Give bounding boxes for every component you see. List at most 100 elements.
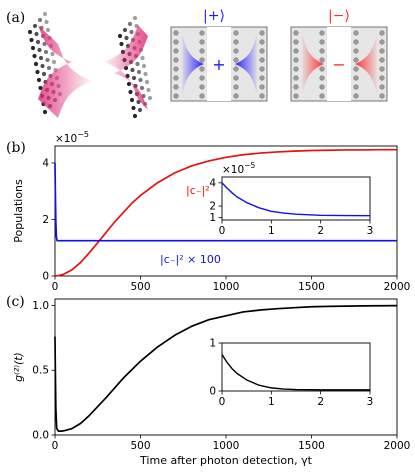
atom-dot — [199, 84, 205, 90]
atom-dot — [293, 48, 299, 54]
x-tick-label: 2000 — [384, 440, 411, 452]
x-tick-label: 2000 — [384, 281, 411, 293]
atom-dot — [379, 39, 385, 45]
atom-dot — [35, 39, 41, 45]
pink-wavepacket-right — [104, 25, 148, 110]
atom-dot — [136, 99, 141, 105]
atom-dot — [38, 55, 44, 61]
atom-dot — [173, 39, 179, 45]
atom-dot — [293, 93, 299, 99]
series-line — [54, 162, 397, 242]
atom-dot — [34, 31, 39, 37]
inset-frame — [221, 342, 371, 392]
series-label-blue: |c₋|² × 100 — [160, 253, 221, 266]
y-tick-label: 0.0 — [32, 430, 49, 442]
atom-dot — [45, 27, 51, 33]
y-scale-exponent: −5 — [77, 130, 89, 139]
atom-dot — [319, 30, 325, 36]
atom-dot — [147, 95, 153, 101]
atom-dot — [127, 21, 133, 27]
atom-dot — [30, 45, 36, 51]
atom-dot — [233, 84, 239, 90]
y-tick-label: 1 — [209, 338, 216, 350]
inset-frame — [221, 176, 371, 221]
atom-dot — [259, 57, 265, 63]
series-line — [54, 148, 397, 277]
x-tick-label: 0 — [219, 225, 226, 237]
y-tick-label: 4 — [209, 177, 216, 189]
atom-dot — [353, 57, 359, 63]
series-line — [54, 304, 398, 432]
atom-dot — [139, 85, 145, 91]
atom-dot — [379, 93, 385, 99]
atom-dot — [46, 65, 52, 71]
atom-dot — [319, 84, 325, 90]
atom-dot — [173, 93, 179, 99]
atom-dot — [42, 41, 47, 47]
series-line — [221, 354, 370, 391]
atom-dot — [199, 30, 205, 36]
atom-dot — [233, 39, 239, 45]
atom-dot — [199, 93, 205, 99]
atom-dot — [51, 59, 57, 65]
atom-dot — [293, 57, 299, 63]
atom-dot — [233, 75, 239, 81]
atom-dot — [233, 57, 239, 63]
atom-dot — [199, 57, 205, 63]
atom-dot — [259, 75, 265, 81]
plot-frame — [54, 298, 398, 436]
x-tick-label: 1 — [268, 396, 275, 408]
panel-c: (c) 0 500 1000 1500 2000 0.0 0.5 1.0 g⁽²⁾(t) Time… — [6, 294, 410, 467]
plus-atom-dots — [173, 30, 265, 99]
atom-dot — [38, 85, 43, 91]
atom-dot — [129, 97, 135, 103]
atom-dot — [293, 39, 299, 45]
atom-dot — [37, 17, 43, 23]
atom-dot — [199, 39, 205, 45]
atom-dot — [319, 66, 325, 72]
y-scale-label: ×10−5 — [222, 161, 255, 176]
atom-dot — [41, 71, 47, 77]
atom-dot — [379, 30, 385, 36]
atom-dot — [117, 33, 123, 39]
atom-dot — [173, 75, 179, 81]
atom-dot — [353, 75, 359, 81]
panel-a-label: (a) — [6, 10, 25, 26]
y-tick-label: 1.0 — [32, 300, 49, 312]
x-tick-label: 0 — [52, 440, 59, 452]
atom-dot — [233, 93, 239, 99]
atom-dot — [259, 93, 265, 99]
atom-dot — [319, 57, 325, 63]
atom-dot — [233, 66, 239, 72]
atom-dot — [131, 105, 136, 111]
atom-dot — [43, 49, 49, 55]
x-tick-label: 1 — [268, 225, 275, 237]
y-tick-label: 2 — [42, 214, 49, 226]
atom-dot — [379, 48, 385, 54]
minus-gap — [327, 27, 351, 101]
atom-dot — [146, 87, 151, 93]
atom-dot — [124, 35, 129, 41]
atom-dot — [32, 23, 38, 29]
atom-dot — [199, 48, 205, 54]
blue-wave-right — [235, 33, 257, 95]
atom-dot — [379, 66, 385, 72]
x-tick-label: 2 — [317, 225, 324, 237]
atom-dot — [129, 29, 134, 35]
y-tick-label: 0.5 — [32, 365, 49, 377]
atom-dot — [122, 27, 128, 33]
x-tick-label: 1000 — [213, 281, 240, 293]
y-tick-label: 2 — [209, 201, 216, 213]
atom-dot — [135, 61, 140, 67]
atom-dot — [379, 57, 385, 63]
atom-dot — [141, 63, 147, 69]
x-tick-label: 3 — [367, 396, 374, 408]
atom-dot — [319, 48, 325, 54]
panel-b-label: (b) — [6, 140, 26, 156]
atom-dot — [353, 66, 359, 72]
atom-dot — [50, 51, 55, 57]
atom-dot — [119, 41, 124, 47]
x-tick-label: 2 — [317, 396, 324, 408]
